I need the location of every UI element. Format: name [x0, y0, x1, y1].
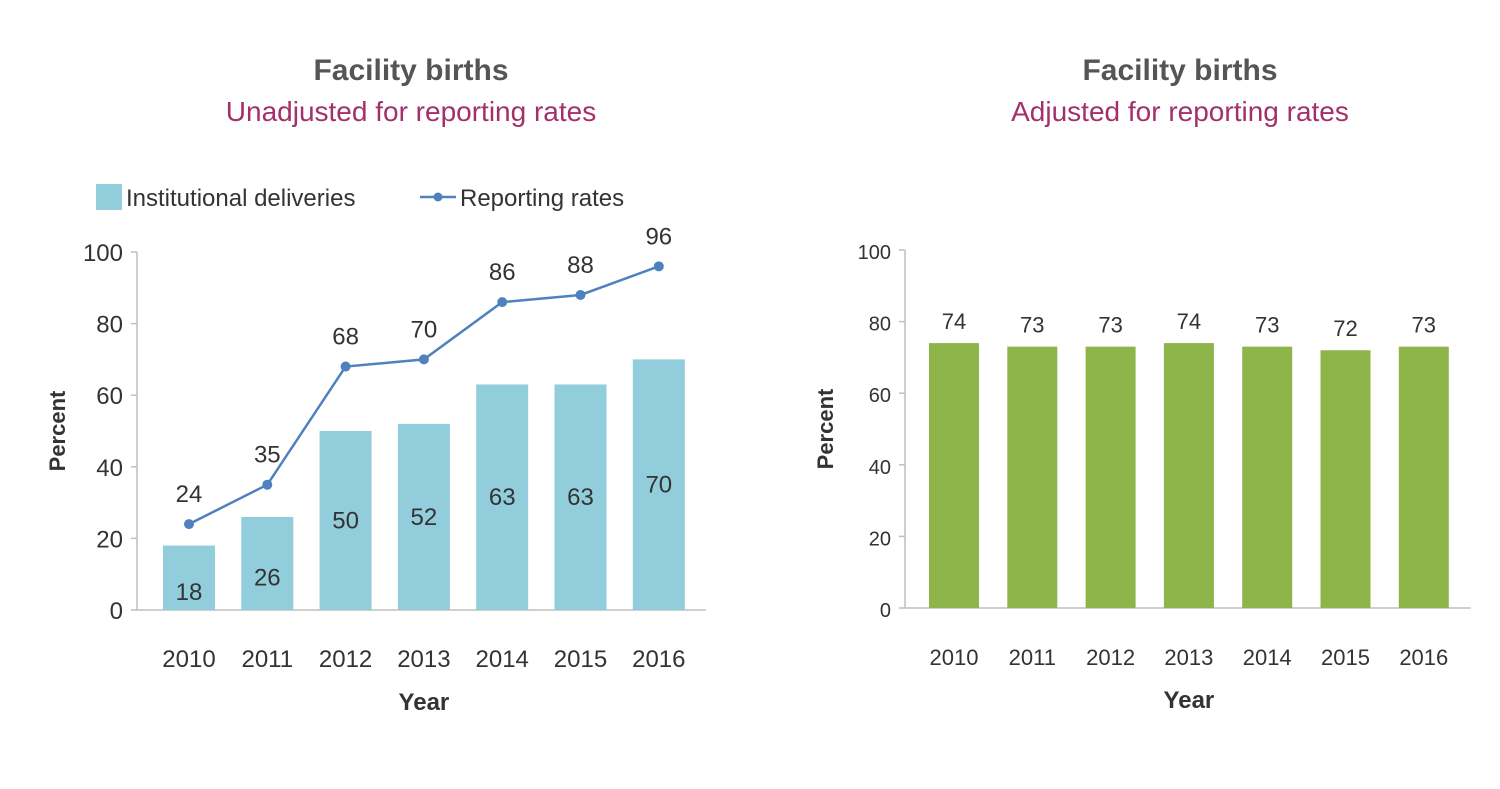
right-bar-label: 74	[942, 309, 966, 334]
reporting-rate-point-2014	[497, 297, 508, 308]
left-chart-title: Facility births	[313, 54, 509, 87]
left-y-tick-label: 60	[96, 383, 123, 410]
right-bar-label: 74	[1177, 309, 1201, 334]
right-x-tick-label: 2016	[1399, 645, 1448, 670]
right-bar-label: 72	[1333, 316, 1357, 341]
right-bar-2015	[1320, 350, 1371, 608]
left-x-tick-label: 2016	[632, 646, 685, 673]
left-x-tick-label: 2013	[397, 646, 450, 673]
right-chart-subtitle: Adjusted for reporting rates	[1011, 96, 1349, 127]
reporting-rate-label: 96	[645, 223, 672, 250]
right-x-tick-label: 2013	[1164, 645, 1213, 670]
left-y-tick-label: 0	[110, 598, 123, 625]
legend-institutional-deliveries: Institutional deliveries	[126, 185, 355, 212]
right-x-tick-label: 2010	[930, 645, 979, 670]
left-bar-2014	[476, 384, 529, 610]
left-x-tick-label: 2014	[476, 646, 529, 673]
reporting-rate-label: 86	[489, 259, 516, 286]
reporting-rate-label: 24	[176, 481, 203, 508]
right-y-axis-title: Percent	[813, 388, 838, 469]
left-bar-label: 52	[411, 504, 438, 531]
left-bar-2016	[632, 359, 685, 610]
right-y-tick-label: 60	[869, 385, 891, 407]
left-y-tick-label: 100	[83, 240, 123, 267]
reporting-rate-point-2016	[653, 261, 664, 272]
right-bar-label: 73	[1020, 313, 1044, 338]
right-bar-label: 73	[1255, 313, 1279, 338]
left-x-axis-title: Year	[399, 689, 450, 716]
right-bar-2016	[1398, 346, 1449, 608]
left-bar-label: 63	[567, 484, 594, 511]
reporting-rate-point-2013	[418, 354, 429, 365]
right-y-tick-label: 0	[880, 600, 891, 622]
left-x-tick-label: 2011	[241, 646, 293, 673]
left-y-axis-title: Percent	[45, 390, 70, 471]
right-chart-title: Facility births	[1082, 54, 1278, 87]
right-y-tick-label: 80	[869, 314, 891, 336]
right-bar-2011	[1007, 346, 1058, 608]
left-bar-label: 50	[332, 508, 359, 535]
legend-reporting-rates: Reporting rates	[460, 185, 624, 212]
left-x-tick-label: 2015	[554, 646, 607, 673]
left-bar-label: 18	[176, 579, 203, 606]
left-bar-2010	[163, 545, 215, 610]
right-y-tick-label: 100	[858, 242, 891, 264]
left-bar-2015	[554, 384, 607, 610]
left-x-tick-label: 2010	[162, 646, 215, 673]
right-bar-2013	[1163, 343, 1214, 608]
right-bar-label: 73	[1098, 313, 1122, 338]
left-x-tick-label: 2012	[319, 646, 372, 673]
reporting-rate-label: 88	[567, 252, 594, 279]
reporting-rate-point-2015	[575, 289, 586, 300]
right-x-tick-label: 2015	[1321, 645, 1370, 670]
legend-line-marker	[433, 192, 443, 202]
reporting-rate-label: 68	[332, 324, 359, 351]
reporting-rate-label: 70	[411, 316, 438, 343]
reporting-rate-point-2011	[262, 479, 273, 490]
left-y-tick-label: 80	[96, 312, 123, 339]
right-y-tick-label: 40	[869, 457, 891, 479]
left-chart-subtitle: Unadjusted for reporting rates	[225, 96, 597, 127]
left-bar-label: 26	[254, 564, 281, 591]
left-y-tick-label: 40	[96, 455, 123, 482]
legend-bar-swatch	[96, 184, 122, 210]
left-bar-2013	[397, 423, 450, 610]
right-x-tick-label: 2011	[1009, 645, 1056, 670]
reporting-rate-point-2012	[340, 361, 351, 372]
left-bar-2011	[241, 516, 294, 610]
right-bar-label: 73	[1412, 313, 1436, 338]
right-x-axis-title: Year	[1164, 687, 1215, 714]
reporting-rate-label: 35	[254, 442, 281, 469]
right-bar-2012	[1085, 346, 1136, 608]
right-bar-2014	[1242, 346, 1293, 608]
left-y-tick-label: 20	[96, 526, 123, 553]
right-y-tick-label: 20	[869, 528, 891, 550]
left-bar-label: 63	[489, 484, 516, 511]
right-bar-2010	[929, 343, 979, 608]
left-bar-label: 70	[645, 472, 672, 499]
reporting-rate-point-2010	[184, 519, 194, 530]
right-x-tick-label: 2014	[1243, 645, 1292, 670]
right-x-tick-label: 2012	[1086, 645, 1135, 670]
left-bar-2012	[319, 431, 372, 610]
